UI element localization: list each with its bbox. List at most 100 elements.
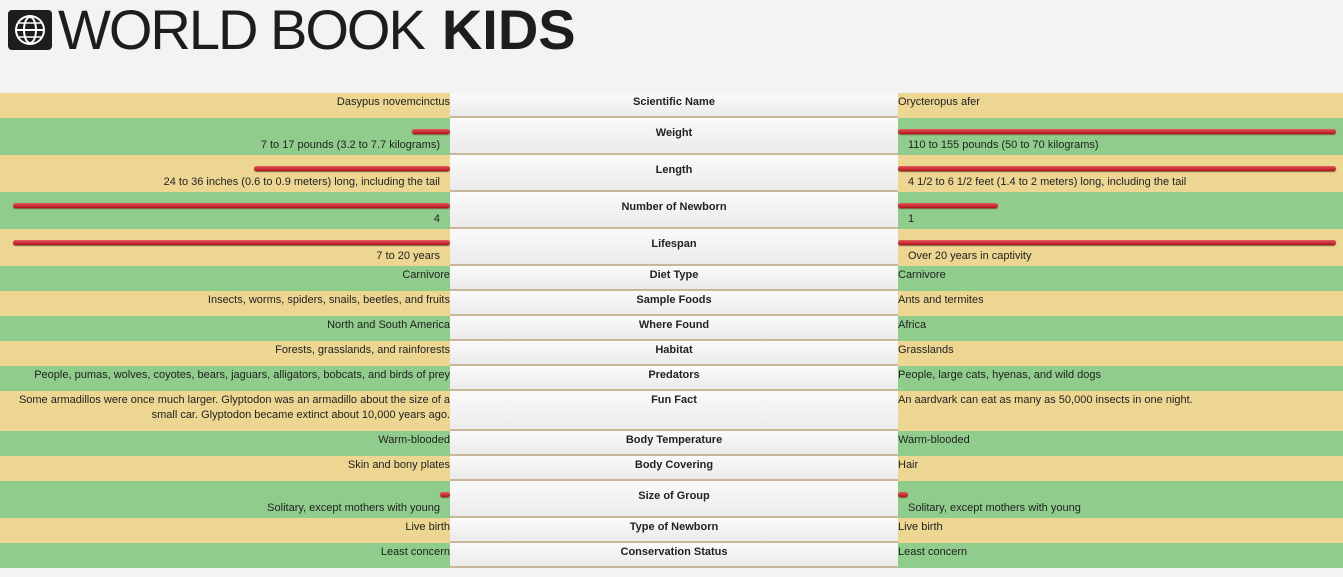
left-value: Skin and bony plates [347,459,450,471]
right-cell: Hair [898,456,1343,481]
left-value: 24 to 36 inches (0.6 to 0.9 meters) long… [163,176,440,188]
table-row: Least concern Conservation Status Least co… [0,543,1343,568]
comparison-table: Dasypus novemcinctus Scientific Name Oryct… [0,93,1343,568]
comparison-bar [412,129,450,134]
row-label: Sample Foods [450,291,898,316]
row-label: Diet Type [450,266,898,291]
right-cell: Least concern [898,543,1343,568]
right-value: An aardvark can eat as many as 50,000 in… [898,394,1193,406]
left-value: Some armadillos were once much larger. G… [18,394,450,421]
right-value: People, large cats, hyenas, and wild dog… [898,369,1102,381]
table-row: Live birth Type of Newborn Live birth [0,518,1343,543]
comparison-bar [254,166,450,171]
logo[interactable]: WORLD BOOK KIDS [8,0,576,61]
right-cell: Solitary, except mothers with young [898,481,1343,518]
logo-globe [8,10,52,50]
left-value: Live birth [405,521,450,533]
left-cell: Least concern [0,543,450,568]
left-value: Dasypus novemcinctus [336,96,450,108]
left-cell: 4 [0,192,450,229]
left-cell: Some armadillos were once much larger. G… [0,391,450,431]
table-row: 24 to 36 inches (0.6 to 0.9 meters) long… [0,155,1343,192]
left-value: Carnivore [402,269,450,281]
right-cell: 1 [898,192,1343,229]
left-cell: Skin and bony plates [0,456,450,481]
left-cell: Carnivore [0,266,450,291]
left-cell: Live birth [0,518,450,543]
logo-text-bold: KIDS [441,0,576,61]
table-row: Some armadillos were once much larger. G… [0,391,1343,431]
row-label: Body Temperature [450,431,898,456]
right-value: Warm-blooded [898,434,970,446]
right-value: Carnivore [898,269,946,281]
right-cell: Carnivore [898,266,1343,291]
left-cell: Forests, grasslands, and rainforests [0,341,450,366]
right-value: 110 to 155 pounds (50 to 70 kilograms) [908,139,1099,151]
right-cell: People, large cats, hyenas, and wild dog… [898,366,1343,391]
right-value: Orycteropus afer [898,96,980,108]
right-value: Hair [898,459,919,471]
right-cell: Over 20 years in captivity [898,229,1343,266]
table-row: Skin and bony plates Body Covering Hair [0,456,1343,481]
table-row: Insects, worms, spiders, snails, beetles… [0,291,1343,316]
right-cell: 4 1/2 to 6 1/2 feet (1.4 to 2 meters) lo… [898,155,1343,192]
table-row: Carnivore Diet Type Carnivore [0,266,1343,291]
left-value: North and South America [327,319,450,331]
left-cell: North and South America [0,316,450,341]
row-label: Conservation Status [450,543,898,568]
comparison-bar [898,240,1336,245]
comparison-bar [13,240,450,245]
left-value: Warm-blooded [378,434,450,446]
right-cell: Live birth [898,518,1343,543]
left-value: 7 to 17 pounds (3.2 to 7.7 kilograms) [260,139,440,151]
left-cell: Dasypus novemcinctus [0,93,450,118]
logo-text: WORLD BOOK [58,0,426,61]
row-label: Lifespan [450,229,898,266]
table-row: People, pumas, wolves, coyotes, bears, j… [0,366,1343,391]
right-cell: 110 to 155 pounds (50 to 70 kilograms) [898,118,1343,155]
row-label: Scientific Name [450,93,898,118]
left-cell: 7 to 17 pounds (3.2 to 7.7 kilograms) [0,118,450,155]
comparison-bar [13,203,450,208]
row-label: Predators [450,366,898,391]
right-value: Live birth [898,521,943,533]
comparison-bar [898,129,1336,134]
left-cell: People, pumas, wolves, coyotes, bears, j… [0,366,450,391]
right-value: Solitary, except mothers with young [908,502,1081,514]
table-row: 4 Number of Newborn 1 [0,192,1343,229]
right-cell: Warm-blooded [898,431,1343,456]
comparison-bar [898,492,908,497]
table-row: Forests, grasslands, and rainforests Habi… [0,341,1343,366]
table-row: 7 to 17 pounds (3.2 to 7.7 kilograms) Wei… [0,118,1343,155]
table-row: Dasypus novemcinctus Scientific Name Oryct… [0,93,1343,118]
row-label: Fun Fact [450,391,898,431]
row-label: Number of Newborn [450,192,898,229]
left-cell: Solitary, except mothers with young [0,481,450,518]
left-cell: Warm-blooded [0,431,450,456]
right-value: 4 1/2 to 6 1/2 feet (1.4 to 2 meters) lo… [908,176,1187,188]
right-cell: Africa [898,316,1343,341]
row-label: Type of Newborn [450,518,898,543]
right-cell: Grasslands [898,341,1343,366]
left-value: Least concern [380,546,450,558]
row-label: Weight [450,118,898,155]
comparison-bar [898,166,1336,171]
row-label: Body Covering [450,456,898,481]
comparison-bar [440,492,450,497]
left-value: 7 to 20 years [376,250,440,262]
left-value: Insects, worms, spiders, snails, beetles… [207,294,450,306]
left-value: 4 [433,213,440,225]
left-value: Solitary, except mothers with young [267,502,440,514]
row-label: Where Found [450,316,898,341]
left-cell: Insects, worms, spiders, snails, beetles… [0,291,450,316]
left-value: People, pumas, wolves, coyotes, bears, j… [34,369,450,381]
right-value: Ants and termites [898,294,984,306]
table-row: Warm-blooded Body Temperature Warm-blooded [0,431,1343,456]
right-value: Least concern [898,546,968,558]
row-label: Size of Group [450,481,898,518]
right-value: Over 20 years in captivity [908,250,1032,262]
table-row: Solitary, except mothers with young Size … [0,481,1343,518]
left-value: Forests, grasslands, and rainforests [275,344,450,356]
comparison-bar [898,203,998,208]
